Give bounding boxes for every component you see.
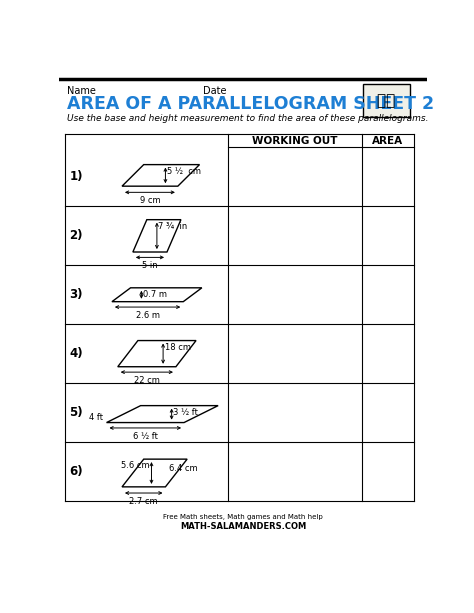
Text: 3): 3) bbox=[69, 288, 83, 301]
Text: 5.6 cm: 5.6 cm bbox=[121, 462, 150, 470]
Text: 🧑‍🏫: 🧑‍🏫 bbox=[377, 93, 395, 108]
Text: 2.6 m: 2.6 m bbox=[136, 311, 160, 320]
Polygon shape bbox=[107, 406, 218, 422]
Text: AREA: AREA bbox=[372, 135, 403, 145]
Text: Use the base and height measurement to find the area of these parallelograms.: Use the base and height measurement to f… bbox=[67, 113, 428, 123]
Polygon shape bbox=[112, 288, 202, 302]
Text: 18 cm: 18 cm bbox=[164, 343, 191, 352]
Text: 3 ½ ft: 3 ½ ft bbox=[173, 408, 198, 417]
Text: 4): 4) bbox=[69, 347, 83, 360]
Polygon shape bbox=[122, 459, 187, 487]
Text: 1): 1) bbox=[69, 170, 83, 183]
Polygon shape bbox=[118, 341, 196, 367]
Text: Free Math sheets, Math games and Math help: Free Math sheets, Math games and Math he… bbox=[163, 514, 323, 520]
Text: 6 ½ ft: 6 ½ ft bbox=[133, 432, 158, 441]
Text: 6.4 cm: 6.4 cm bbox=[169, 464, 197, 473]
Text: 5): 5) bbox=[69, 406, 83, 419]
Text: 5 in: 5 in bbox=[142, 261, 158, 270]
Text: 2): 2) bbox=[69, 229, 83, 242]
Text: AREA OF A PARALLELOGRAM SHEET 2: AREA OF A PARALLELOGRAM SHEET 2 bbox=[67, 95, 434, 113]
Text: MATH-SALAMANDERS.COM: MATH-SALAMANDERS.COM bbox=[180, 522, 306, 531]
Text: Date: Date bbox=[202, 86, 226, 96]
Polygon shape bbox=[133, 219, 181, 252]
Text: WORKING OUT: WORKING OUT bbox=[252, 135, 337, 145]
Text: 5 ½  cm: 5 ½ cm bbox=[167, 167, 201, 176]
Text: 9 cm: 9 cm bbox=[140, 196, 160, 205]
Text: 7 ¾  in: 7 ¾ in bbox=[158, 222, 188, 231]
Bar bbox=[363, 83, 410, 118]
Polygon shape bbox=[122, 165, 200, 186]
Text: 2.7 cm: 2.7 cm bbox=[129, 497, 158, 506]
Text: 6): 6) bbox=[69, 465, 83, 478]
Text: 22 cm: 22 cm bbox=[134, 376, 160, 385]
Text: 4 ft: 4 ft bbox=[90, 413, 103, 422]
Text: Name: Name bbox=[67, 86, 96, 96]
Text: 0.7 m: 0.7 m bbox=[143, 290, 167, 299]
